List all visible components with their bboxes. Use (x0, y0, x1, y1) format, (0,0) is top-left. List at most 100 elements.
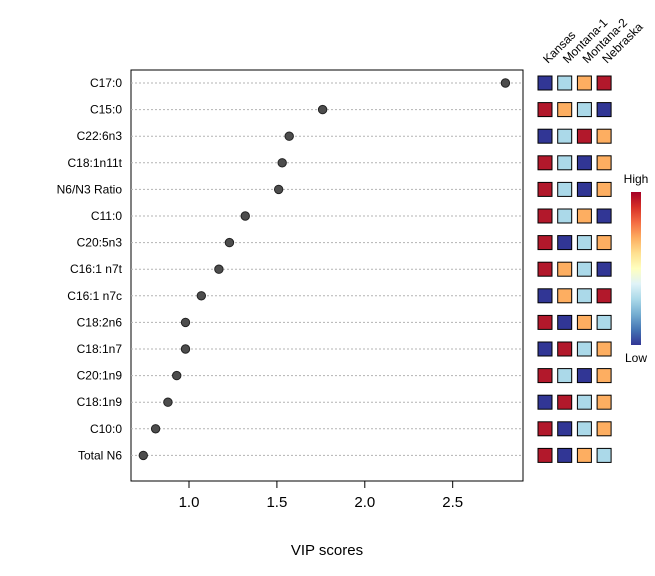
heatmap-cell (596, 155, 612, 171)
heatmap-cell (596, 208, 612, 224)
heatmap-cell (576, 128, 592, 144)
x-tick-label: 1.5 (266, 494, 287, 511)
heatmap-cell (557, 341, 573, 357)
heatmap-cell (557, 102, 573, 118)
heatmap-cell (537, 102, 553, 118)
heatmap-cell (557, 447, 573, 463)
y-tick-label: C18:2n6 (77, 315, 123, 329)
heatmap-cell (537, 208, 553, 224)
vip-point (277, 158, 287, 168)
heatmap-cell (576, 208, 592, 224)
heatmap-cell (537, 155, 553, 171)
heatmap-cell (537, 75, 553, 91)
heatmap-cell (596, 288, 612, 304)
vip-point (214, 264, 224, 274)
vip-point (180, 317, 191, 328)
heatmap-cell (557, 208, 573, 224)
y-tick-label: C15:0 (90, 103, 122, 117)
x-tick-label: 2.5 (442, 494, 463, 511)
vip-point (196, 291, 207, 301)
heatmap-cell (557, 368, 573, 384)
heatmap-cell (576, 261, 592, 277)
heatmap-cell (576, 314, 592, 330)
heatmap-cell (576, 421, 592, 437)
heatmap-cell (596, 394, 612, 410)
heatmap-cell (596, 235, 612, 251)
heatmap-cell (576, 102, 592, 118)
heatmap-cell (596, 314, 612, 330)
heatmap-cell (537, 394, 553, 410)
heatmap-cell (596, 447, 612, 463)
data-points (138, 78, 511, 461)
heatmap-cell (596, 75, 612, 91)
y-tick-label: Total N6 (78, 448, 122, 462)
y-tick-label: C11:0 (91, 209, 122, 223)
heatmap (537, 75, 612, 463)
heatmap-cell (596, 128, 612, 144)
colorbar-high-label: High (624, 172, 649, 186)
y-tick-label: C22:6n3 (77, 129, 123, 143)
colorbar-low-label: Low (625, 351, 647, 365)
vip-point (317, 104, 328, 115)
heatmap-cell (537, 447, 553, 463)
y-tick-label: N6/N3 Ratio (57, 182, 123, 196)
heatmap-cell (576, 368, 592, 384)
heatmap-cell (537, 368, 553, 384)
colorbar: High Low (624, 172, 649, 365)
vip-point (150, 424, 161, 434)
heatmap-cell (537, 128, 553, 144)
heatmap-cell (557, 394, 573, 410)
vip-point (240, 211, 250, 221)
heatmap-cell (596, 181, 612, 197)
heatmap-cell (576, 288, 592, 304)
heatmap-cell (557, 288, 573, 304)
plot-frame (130, 69, 524, 482)
y-tick-labels: C17:0 C15:0 C22:6n3 C18:1n11t N6/N3 Ratio C11… (57, 76, 123, 462)
heatmap-cell (596, 368, 612, 384)
heatmap-cell (576, 341, 592, 357)
heatmap-cell (557, 128, 573, 144)
y-tick-label: C18:1n11t (68, 156, 123, 170)
heatmap-cell (557, 261, 573, 277)
y-tick-label: C18:1n9 (77, 395, 123, 409)
colorbar-gradient (631, 192, 641, 345)
vip-point (138, 450, 149, 461)
heatmap-cell (576, 155, 592, 171)
vip-point (273, 184, 284, 195)
heatmap-cell (537, 181, 553, 197)
vip-point (224, 237, 235, 248)
heatmap-cell (557, 155, 573, 171)
vip-point (180, 344, 191, 354)
heatmap-cell (557, 421, 573, 437)
x-axis: 1.0 1.5 2.0 2.5 (179, 480, 463, 511)
y-tick-label: C18:1n7 (77, 342, 123, 356)
vip-point (284, 131, 294, 141)
heatmap-cell (596, 341, 612, 357)
heatmap-cell (537, 314, 553, 330)
heatmap-cell (557, 235, 573, 251)
heatmap-cell (596, 421, 612, 437)
y-tick-label: C20:5n3 (77, 236, 123, 250)
x-axis-label: VIP scores (291, 542, 363, 559)
y-tick-label: C17:0 (90, 76, 122, 90)
heatmap-cell (537, 421, 553, 437)
heatmap-cell (537, 288, 553, 304)
x-tick-label: 2.0 (354, 494, 375, 511)
heatmap-cell (537, 261, 553, 277)
heatmap-cell (576, 75, 592, 91)
y-tick-label: C20:1n9 (77, 369, 123, 383)
heatmap-cell (557, 75, 573, 91)
heatmap-cell (576, 394, 592, 410)
y-tick-label: C16:1 n7t (70, 262, 123, 276)
x-tick-label: 1.0 (179, 494, 200, 511)
vip-point (163, 397, 173, 407)
heatmap-cell (557, 181, 573, 197)
heatmap-cell (576, 181, 592, 197)
y-tick-label: C10:0 (90, 422, 122, 436)
heatmap-cell (596, 261, 612, 277)
heatmap-cell (557, 314, 573, 330)
heatmap-cell (596, 102, 612, 118)
heatmap-cell (537, 341, 553, 357)
